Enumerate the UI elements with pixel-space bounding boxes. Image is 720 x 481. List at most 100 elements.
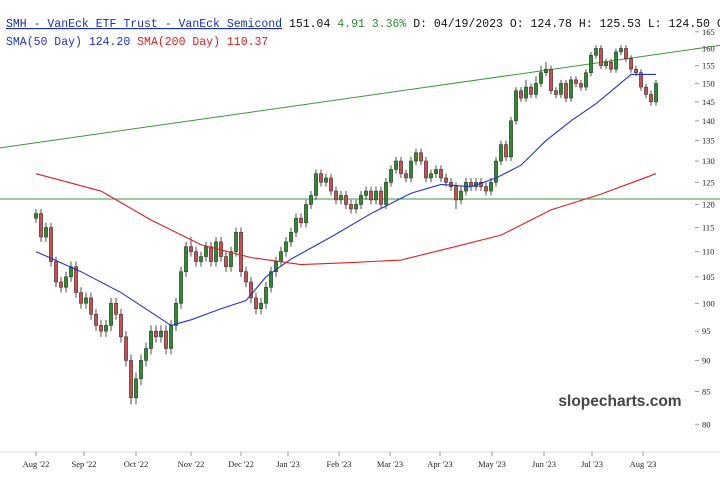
y-tick-label: 110 (702, 247, 714, 257)
candle-body (649, 94, 653, 103)
plot-area: 80 85 90 95 100 105 110 115 120 125 130 135 140 145 15… (0, 27, 720, 469)
candle-body (489, 182, 493, 192)
candle-body (364, 190, 368, 196)
candle-body (224, 256, 228, 267)
y-tick-label: 80 (702, 419, 711, 429)
candle-body (644, 86, 648, 95)
candle-body (169, 325, 173, 349)
candle-body (59, 281, 63, 288)
last-price: 151.04 (289, 18, 331, 31)
candle-body (394, 160, 398, 170)
y-tick-label: 145 (702, 97, 715, 107)
sma-line (35, 73, 656, 327)
candle-body (249, 281, 253, 299)
x-tick-label: Aug '23 (630, 459, 657, 469)
price-change: 4.91 3.36% (337, 18, 406, 31)
candle-body (94, 313, 98, 326)
y-tick-label: 160 (702, 43, 715, 53)
candle-body (34, 213, 38, 219)
candle-body (319, 173, 323, 183)
candle-body (434, 169, 438, 174)
candle-body (519, 90, 523, 99)
candle-body (439, 169, 443, 179)
candle-body (589, 55, 593, 73)
candle-body (144, 348, 148, 361)
candle-body (579, 83, 583, 88)
candle-body (304, 204, 308, 224)
candle-body (69, 266, 73, 278)
x-tick-label: Apr '23 (427, 459, 452, 469)
candle-body (139, 360, 143, 380)
candle-body (609, 61, 613, 70)
candle-body (44, 227, 48, 238)
candle-body (554, 90, 558, 95)
candle-body (39, 213, 43, 238)
candle-body (389, 169, 393, 183)
x-tick-label: Feb '23 (327, 459, 352, 469)
candle-body (174, 303, 178, 326)
header-quote: SMH - VanEck ETF Trust - VanEck Semicond… (6, 18, 720, 31)
candle-body (559, 83, 563, 95)
ticker-link[interactable]: SMH - VanEck ETF Trust - VanEck Semicond (6, 18, 282, 31)
candle-body (484, 186, 488, 192)
candle-body (54, 261, 58, 283)
candle-body (409, 160, 413, 179)
quote-details: D: 04/19/2023 O: 124.78 H: 125.53 L: 124… (413, 18, 720, 31)
candle-body (369, 190, 373, 201)
y-tick-label: 150 (702, 78, 715, 88)
y-tick-label: 120 (702, 199, 715, 209)
candle-body (64, 276, 68, 288)
candle-body (619, 48, 623, 53)
candle-body (89, 297, 93, 315)
legend-sma50-name: SMA(50 Day) (6, 36, 82, 49)
x-tick-label: Jun '23 (532, 459, 556, 469)
x-tick-label: Mar '23 (377, 459, 403, 469)
candle-body (424, 160, 428, 179)
y-tick-label: 140 (702, 116, 715, 126)
candle-body (449, 182, 453, 187)
watermark: slopecharts.com (558, 393, 681, 410)
candle-body (84, 297, 88, 304)
x-tick-label: Jan '23 (276, 459, 300, 469)
candle-body (194, 251, 198, 262)
y-tick-label: 90 (702, 355, 711, 365)
candle-body (494, 160, 498, 183)
x-tick-label: Sep '22 (72, 459, 97, 469)
candle-body (289, 231, 293, 243)
candle-body (199, 256, 203, 262)
candle-body (339, 195, 343, 201)
candle-body (444, 177, 448, 183)
candle-body (374, 190, 378, 201)
x-tick-label: Nov '22 (178, 459, 205, 469)
candle-body (114, 303, 118, 315)
candle-body (349, 204, 353, 210)
candle-body (129, 360, 133, 399)
candle-body (279, 251, 283, 262)
candle-body (359, 195, 363, 205)
candle-body (209, 246, 213, 262)
candle-body (599, 48, 603, 66)
candle-body (629, 58, 633, 70)
candle-body (254, 297, 258, 309)
candle-body (634, 68, 638, 73)
candle-body (204, 246, 208, 257)
candle-body (49, 227, 53, 262)
y-tick-label: 100 (702, 298, 715, 308)
candle-body (454, 186, 458, 201)
candle-body (259, 303, 263, 309)
candle-body (459, 190, 463, 201)
candle-body (509, 120, 513, 158)
candle-body (184, 246, 188, 272)
candle-body (334, 190, 338, 201)
candle-body (164, 330, 168, 349)
candle-body (149, 330, 153, 349)
y-tick-label: 155 (702, 61, 715, 71)
candle-body (604, 61, 608, 66)
candle-body (109, 303, 113, 326)
candle-body (564, 83, 568, 99)
candle-body (539, 72, 543, 84)
candle-body (104, 325, 108, 332)
candle-body (399, 160, 403, 174)
